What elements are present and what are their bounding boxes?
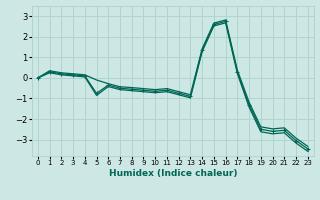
X-axis label: Humidex (Indice chaleur): Humidex (Indice chaleur) xyxy=(108,169,237,178)
